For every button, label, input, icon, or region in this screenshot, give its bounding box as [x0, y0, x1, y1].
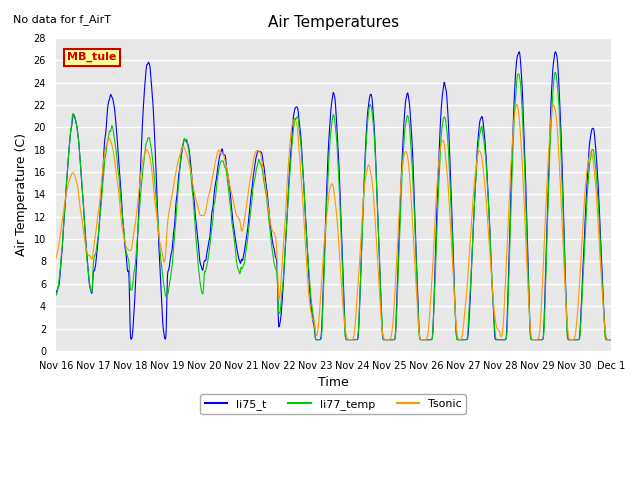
X-axis label: Time: Time — [318, 376, 349, 389]
Y-axis label: Air Temperature (C): Air Temperature (C) — [15, 133, 28, 256]
Title: Air Temperatures: Air Temperatures — [268, 15, 399, 30]
Legend: li75_t, li77_temp, Tsonic: li75_t, li77_temp, Tsonic — [200, 394, 467, 414]
Text: No data for f_AirT: No data for f_AirT — [13, 14, 111, 25]
Text: MB_tule: MB_tule — [67, 52, 116, 62]
